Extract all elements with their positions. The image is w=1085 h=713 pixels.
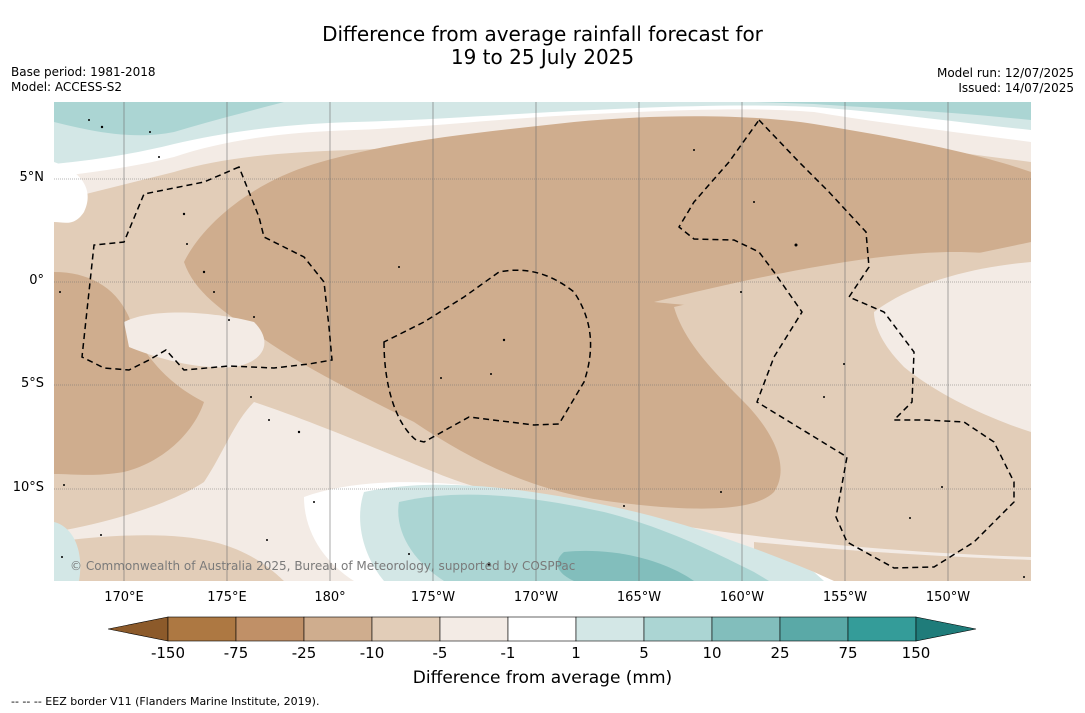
- colorbar-segment: [371, 616, 441, 642]
- lat-label-5n: 5°N: [19, 170, 45, 185]
- rainfall-map: [54, 102, 1031, 581]
- colorbar-arrow-low: [108, 616, 169, 642]
- colorbar-tick-label: 10: [702, 644, 722, 662]
- band-teal-top: [54, 102, 1031, 136]
- light-patch-east: [874, 262, 1031, 432]
- colorbar-tick-label: 75: [838, 644, 858, 662]
- lon-label-150w: 150°W: [925, 590, 971, 605]
- band-light-south: [54, 402, 1031, 581]
- colorbar-segment: [643, 616, 713, 642]
- issued-date: Issued: 14/07/2025: [958, 81, 1074, 95]
- lon-label-170w: 170°W: [513, 590, 559, 605]
- colorbar-arrow-high: [915, 616, 977, 642]
- lon-label-180: 180°: [314, 590, 346, 605]
- eez-border-central: [383, 269, 592, 443]
- lon-label-165w: 165°W: [616, 590, 662, 605]
- eez-border-east: [678, 118, 1015, 569]
- eez-borders: [81, 118, 1015, 569]
- lat-label-10s: 10°S: [12, 480, 44, 495]
- band-teal-sw: [54, 522, 81, 581]
- band-pale-teal-top: [54, 102, 1031, 164]
- model-run: Model run: 12/07/2025: [936, 66, 1074, 80]
- band-brown-left: [54, 272, 204, 475]
- colorbar-title: Difference from average (mm): [412, 668, 673, 688]
- colorbar-segment: [235, 616, 305, 642]
- map-title-line1: Difference from average rainfall forecas…: [322, 22, 763, 46]
- colorbar-tick-label: 1: [571, 644, 581, 662]
- colorbar-segment: [303, 616, 373, 642]
- eez-border-west: [81, 166, 333, 371]
- light-patch-west: [124, 312, 265, 368]
- map-title-line2: 19 to 25 July 2025: [450, 45, 635, 69]
- lat-label-0: 0°: [29, 273, 44, 288]
- band-teal-dark-south: [557, 550, 694, 581]
- lon-label-155w: 155°W: [822, 590, 868, 605]
- lon-label-160w: 160°W: [719, 590, 765, 605]
- meta-right: Model run: 12/07/2025 Issued: 14/07/2025: [937, 66, 1074, 96]
- copyright-text: © Commonwealth of Australia 2025, Bureau…: [70, 559, 576, 573]
- base-period: Base period: 1981-2018: [11, 65, 156, 79]
- band-brown-se: [754, 542, 1031, 581]
- left-white-blob: [54, 162, 88, 223]
- colorbar-segment: [711, 616, 781, 642]
- meta-left: Base period: 1981-2018 Model: ACCESS-S2: [11, 65, 156, 95]
- colorbar-segment: [779, 616, 849, 642]
- model-name: Model: ACCESS-S2: [11, 80, 123, 94]
- colorbar-tick-label: -75: [223, 644, 249, 662]
- colorbar-segment: [847, 616, 917, 642]
- map-gridlines: [54, 102, 1031, 581]
- colorbar-tick-label: -1: [500, 644, 516, 662]
- eez-footnote: -- -- -- EEZ border V11 (Flanders Marine…: [11, 695, 320, 708]
- colorbar-tick-label: -150: [150, 644, 186, 662]
- lat-label-5s: 5°S: [20, 376, 44, 391]
- colorbar-tick-label: -5: [432, 644, 448, 662]
- colorbar-tick-label: 25: [770, 644, 790, 662]
- colorbar-segment: [439, 616, 509, 642]
- colorbar-tick-label: 5: [639, 644, 649, 662]
- colorbar-tick-label: -25: [291, 644, 317, 662]
- rainfall-map-svg: [54, 102, 1031, 581]
- colorbar-tick-label: -10: [359, 644, 385, 662]
- colorbar-segment: [507, 616, 577, 642]
- lon-label-170e: 170°E: [104, 590, 144, 605]
- colorbar: [108, 616, 977, 642]
- band-brown-central: [184, 116, 1031, 509]
- colorbar-tick-label: 150: [901, 644, 931, 662]
- band-teal-south: [398, 494, 769, 581]
- lon-label-175w: 175°W: [410, 590, 456, 605]
- colorbar-segment: [167, 616, 237, 642]
- lon-label-175e: 175°E: [207, 590, 247, 605]
- band-brown-sw: [54, 535, 284, 581]
- colorbar-segment: [575, 616, 645, 642]
- islands: [59, 119, 1025, 578]
